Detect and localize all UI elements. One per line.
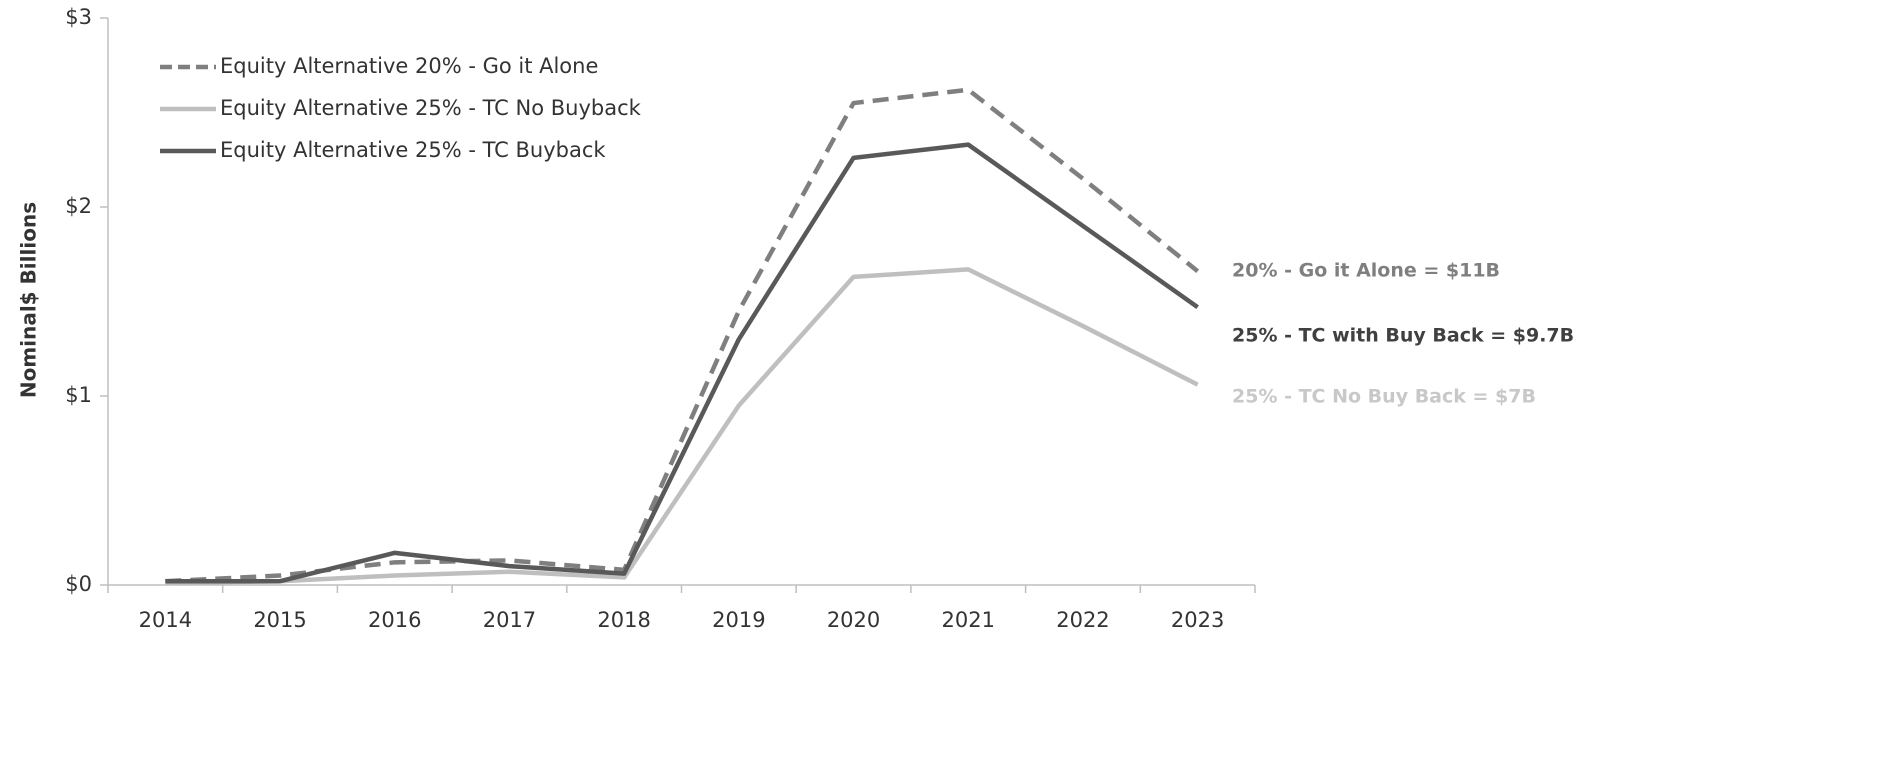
x-tick-label: 2015 (253, 608, 306, 632)
x-tick-label: 2020 (827, 608, 880, 632)
y-tick-label: $2 (65, 194, 92, 218)
x-tick-label: 2019 (712, 608, 765, 632)
y-tick-label: $1 (65, 383, 92, 407)
x-tick-label: 2023 (1171, 608, 1224, 632)
legend-label: Equity Alternative 25% - TC No Buyback (220, 96, 642, 120)
legend-label: Equity Alternative 25% - TC Buyback (220, 138, 606, 162)
x-tick-label: 2021 (942, 608, 995, 632)
y-axis-label: Nominal$ Billions (17, 202, 41, 398)
x-tick-label: 2014 (139, 608, 192, 632)
y-tick-label: $3 (65, 5, 92, 29)
series-line (165, 142, 1199, 584)
legend-label: Equity Alternative 20% - Go it Alone (220, 54, 598, 78)
x-tick-label: 2017 (483, 608, 536, 632)
annotation: 20% - Go it Alone = $11B (1232, 260, 1500, 282)
x-tick-label: 2022 (1056, 608, 1109, 632)
x-tick-label: 2016 (368, 608, 421, 632)
series-line (165, 267, 1199, 586)
annotation: 25% - TC with Buy Back = $9.7B (1232, 325, 1574, 347)
annotation: 25% - TC No Buy Back = $7B (1232, 386, 1536, 408)
y-tick-label: $0 (65, 572, 92, 596)
x-tick-label: 2018 (597, 608, 650, 632)
series-line (165, 87, 1200, 584)
